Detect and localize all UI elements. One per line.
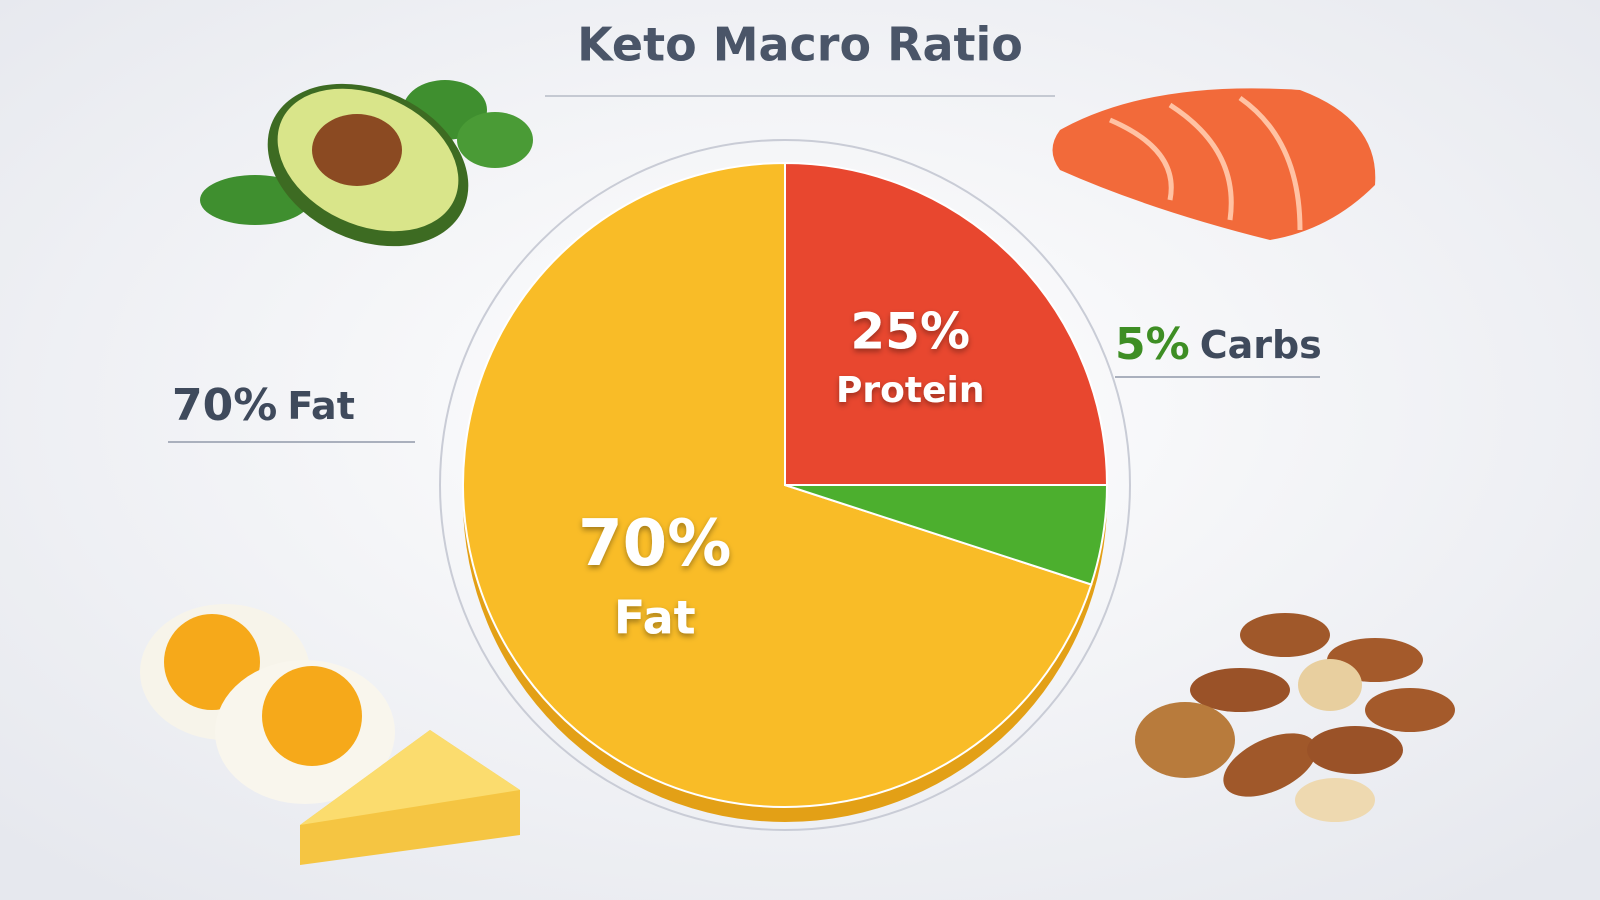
pie-ring xyxy=(439,139,1131,831)
nuts xyxy=(1135,613,1455,822)
outside-category: Fat xyxy=(287,384,355,428)
chart-title: Keto Macro Ratio xyxy=(577,18,1023,72)
peanut xyxy=(1298,659,1362,711)
almond xyxy=(1223,733,1317,797)
salmon xyxy=(1052,88,1376,240)
outside-category: Carbs xyxy=(1200,323,1322,367)
slice-value-label: 25% xyxy=(850,302,970,360)
pie-slice xyxy=(462,161,1093,808)
leaf xyxy=(457,112,533,168)
almond xyxy=(1365,688,1455,732)
outside-value: 70% xyxy=(172,380,277,431)
pie xyxy=(462,161,1109,808)
outside-label: 70% Fat xyxy=(172,380,355,431)
almond xyxy=(1190,668,1290,712)
slice-category-label: Protein xyxy=(836,370,984,411)
walnut xyxy=(1135,702,1235,778)
cheese-top xyxy=(300,730,520,825)
outside-value: 5% xyxy=(1115,319,1190,370)
pie-slice xyxy=(784,161,1109,486)
egg-yolk xyxy=(262,666,362,766)
slice-category-label: Fat xyxy=(614,591,696,645)
avocado-pit xyxy=(312,114,402,186)
outside-label: 5% Carbs xyxy=(1115,319,1322,370)
eggs-cheese xyxy=(140,604,520,865)
salmon-fillet xyxy=(1052,88,1376,240)
avocado xyxy=(200,80,533,247)
salmon-lines xyxy=(1109,95,1303,231)
pie-slice xyxy=(784,484,1109,586)
almond xyxy=(1307,726,1403,774)
slice-value-label: 70% xyxy=(578,507,731,581)
peanut xyxy=(1295,778,1375,822)
almond xyxy=(1240,613,1330,657)
